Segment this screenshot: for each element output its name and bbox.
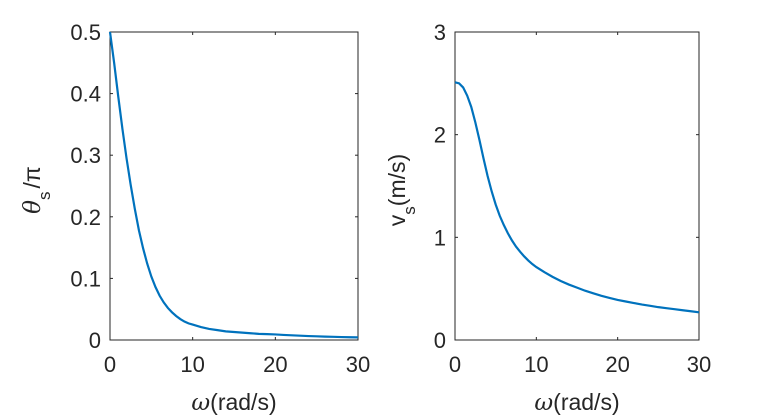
right-x-axis-label: ω(rad/s) <box>534 389 619 416</box>
left-y-label-symbol: θ <box>20 200 46 214</box>
right-y-label-subscript: s <box>400 206 419 215</box>
svg-text:vs(m/s): vs(m/s) <box>384 154 419 226</box>
right-series-line-vs <box>454 81 700 314</box>
right-x-tick-label: 30 <box>687 352 711 377</box>
right-y-tick-label: 3 <box>434 20 446 45</box>
left-series-line-theta <box>108 31 359 339</box>
right-y-tick-label: 2 <box>434 123 446 148</box>
left-y-tick-label: 0.5 <box>70 20 101 45</box>
right-plot-frame <box>454 31 700 341</box>
left-x-label-symbol: ω <box>191 390 210 416</box>
left-x-tick-label: 20 <box>263 352 287 377</box>
right-panel: 0 10 20 30 0 1 2 3 ω(rad/s) vs(m/s) <box>384 20 711 416</box>
left-y-tick-label: 0.1 <box>70 266 101 291</box>
right-y-axis-label: vs(m/s) <box>384 154 419 226</box>
left-plot-frame <box>109 31 359 341</box>
left-x-tick-label: 30 <box>346 352 370 377</box>
left-y-label-subscript: s <box>35 191 54 200</box>
right-x-tick-label: 20 <box>605 352 629 377</box>
left-x-axis-label: ω(rad/s) <box>191 389 276 416</box>
right-x-label-symbol: ω <box>534 390 553 416</box>
right-x-tick-label: 10 <box>524 352 548 377</box>
left-y-tick-label: 0.3 <box>70 143 101 168</box>
left-x-tick-label: 10 <box>180 352 204 377</box>
right-ticks: 0 10 20 30 0 1 2 3 <box>434 20 711 377</box>
svg-text:θs/π: θs/π <box>19 166 54 214</box>
right-y-tick-label: 0 <box>434 328 446 353</box>
left-panel: 0 10 20 30 0 0.1 0.2 0.3 0.4 0.5 ω(rad/s) θs/π <box>19 20 370 416</box>
left-ticks: 0 10 20 30 0 0.1 0.2 0.3 0.4 0.5 <box>70 20 370 377</box>
left-y-label-suffix: /π <box>19 166 45 188</box>
right-x-tick-label: 0 <box>449 352 461 377</box>
left-y-tick-label: 0.4 <box>70 82 101 107</box>
right-y-label-symbol: v <box>384 214 410 226</box>
right-x-label-text: (rad/s) <box>553 389 619 415</box>
left-y-tick-label: 0.2 <box>70 205 101 230</box>
left-y-axis-label: θs/π <box>19 166 54 214</box>
right-y-label-suffix: (m/s) <box>384 154 410 206</box>
right-y-tick-label: 1 <box>434 225 446 250</box>
left-x-label-text: (rad/s) <box>210 389 276 415</box>
left-x-tick-label: 0 <box>104 352 116 377</box>
left-y-tick-label: 0 <box>89 328 101 353</box>
